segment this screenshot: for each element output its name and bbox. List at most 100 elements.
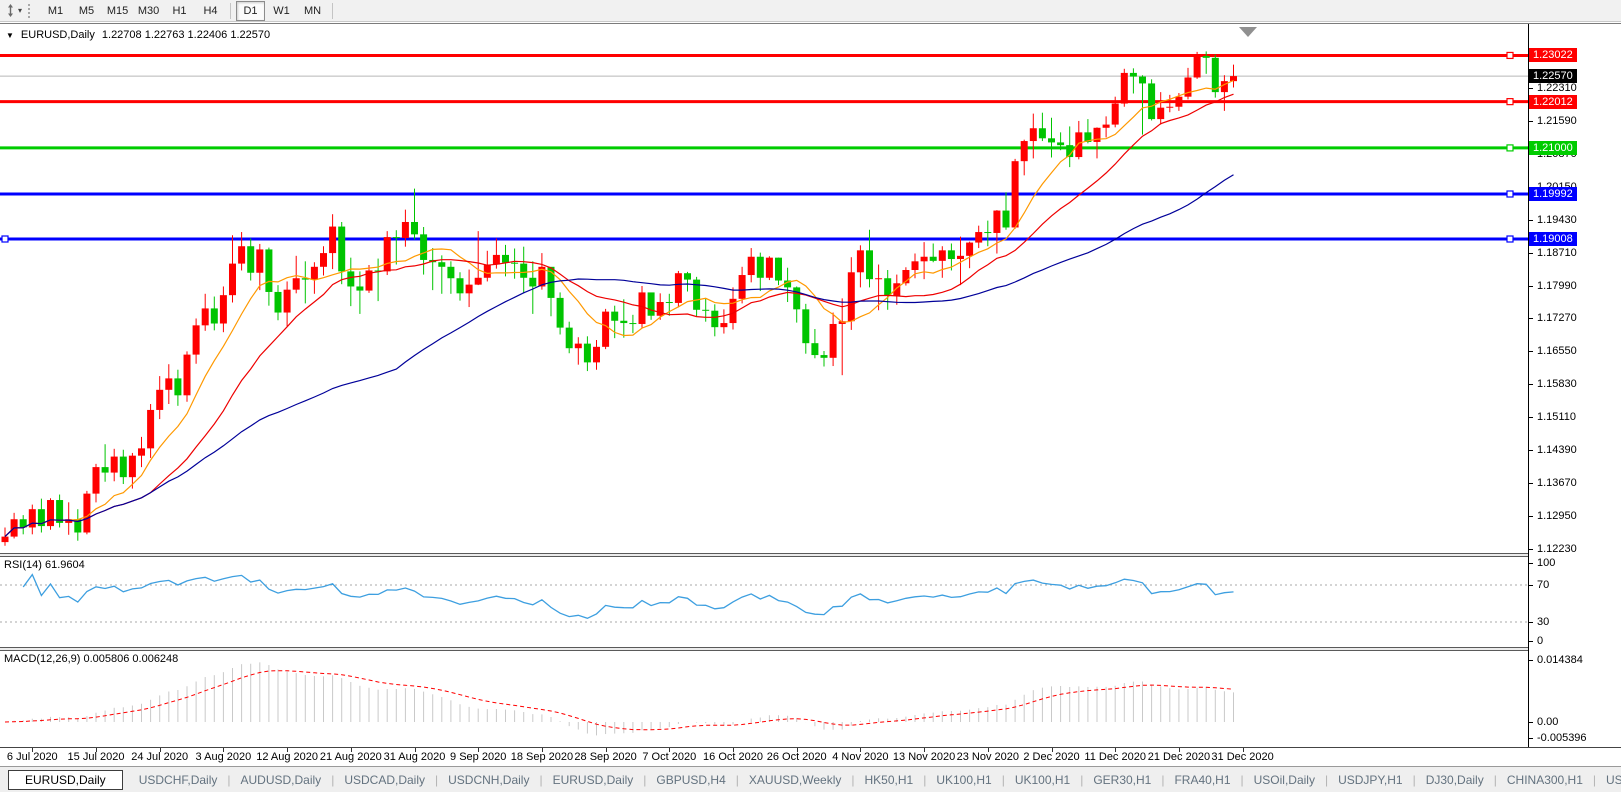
- date-tick-label: 24 Jul 2020: [131, 751, 189, 763]
- panel-bottom-border: [0, 747, 1621, 748]
- tab-ger30-h1[interactable]: GER30,H1: [1093, 772, 1152, 787]
- price-tick-mark: [1529, 120, 1533, 122]
- line-handle[interactable]: [1, 235, 9, 243]
- chart-menu-icon[interactable]: ▼: [6, 30, 14, 40]
- date-tick-mark: [733, 748, 734, 752]
- tab-separator: |: [1493, 772, 1497, 787]
- tab-us[interactable]: US: [1606, 772, 1621, 787]
- toolbar-drag-handle[interactable]: [28, 3, 34, 18]
- tab-uk100-h1[interactable]: UK100,H1: [936, 772, 992, 787]
- price-axis[interactable]: 1.223101.215901.208701.201501.194301.187…: [1528, 24, 1621, 747]
- date-tick-label: 23 Nov 2020: [956, 751, 1019, 763]
- price-tick-mark: [1529, 516, 1533, 518]
- date-tick-mark: [32, 748, 34, 752]
- macd-tick-label: 0.00: [1537, 716, 1559, 728]
- price-tick-mark: [1529, 417, 1533, 419]
- macd-tick-label: 0.014384: [1537, 654, 1583, 666]
- ma-slow-line: [4, 174, 1234, 538]
- panel-splitter[interactable]: [0, 553, 1621, 557]
- timeframe-button-m15[interactable]: M15: [106, 4, 129, 17]
- date-tick-mark: [669, 748, 671, 752]
- chart-symbol-period: EURUSD,Daily: [20, 29, 95, 41]
- date-tick-label: 28 Sep 2020: [574, 751, 637, 763]
- horizontal-lines: [0, 51, 1528, 243]
- macd-indicator-label: MACD(12,26,9) 0.005806 0.006248: [4, 653, 179, 665]
- date-tick-mark: [605, 748, 607, 752]
- date-tick-label: 16 Oct 2020: [703, 751, 763, 763]
- date-tick-mark: [159, 748, 161, 752]
- date-tick-mark: [96, 748, 97, 752]
- macd-tick-mark: [1529, 722, 1533, 723]
- tab-separator: |: [539, 772, 543, 787]
- timeframe-button-m1[interactable]: M1: [47, 4, 64, 17]
- timeframe-button-h4[interactable]: H4: [203, 4, 218, 17]
- line-handle[interactable]: [1506, 235, 1514, 243]
- tab-usoil-daily[interactable]: USOil,Daily: [1253, 772, 1315, 787]
- tab-gbpusd-h4[interactable]: GBPUSD,H4: [656, 772, 726, 787]
- timeframe-toolbar: ▾ M1 M5 M15 M30 H1 H4 D1 W1 MN: [0, 0, 1621, 22]
- tab-audusd-daily[interactable]: AUDUSD,Daily: [240, 772, 322, 787]
- timeframe-button-mn[interactable]: MN: [303, 4, 322, 17]
- tab-separator: |: [1080, 772, 1084, 787]
- date-tick-label: 4 Nov 2020: [832, 751, 889, 763]
- tab-china300-h1[interactable]: CHINA300,H1: [1506, 772, 1583, 787]
- price-tick-label: 1.17990: [1537, 279, 1577, 292]
- tab-separator: |: [1324, 772, 1329, 787]
- tab-fra40-h1[interactable]: FRA40,H1: [1174, 772, 1231, 787]
- rsi-indicator-panel[interactable]: [0, 557, 1528, 647]
- main-price-chart[interactable]: [0, 24, 1528, 553]
- tab-usdjpy-h1[interactable]: USDJPY,H1: [1338, 772, 1403, 787]
- macd-indicator-panel[interactable]: [0, 651, 1528, 747]
- tab-xauusd-weekly[interactable]: XAUUSD,Weekly: [748, 772, 842, 787]
- date-tick-label: 21 Dec 2020: [1147, 751, 1211, 763]
- tab-eurusd-daily[interactable]: EURUSD,Daily: [552, 772, 634, 787]
- price-tick-label: 1.12230: [1537, 542, 1577, 555]
- rsi-tick-label: 100: [1537, 557, 1556, 569]
- cursor-tool-icon[interactable]: [2, 3, 18, 19]
- line-handle[interactable]: [1506, 98, 1514, 106]
- line-handle[interactable]: [1506, 144, 1514, 152]
- rsi-indicator-label: RSI(14) 61.9604: [4, 559, 85, 571]
- tab-dj30-daily[interactable]: DJ30,Daily: [1425, 772, 1484, 787]
- price-tick-label: 1.12950: [1537, 510, 1577, 523]
- date-tick-label: 21 Aug 2020: [319, 751, 382, 763]
- tab-eurusd-daily-active[interactable]: EURUSD,Daily: [8, 769, 123, 790]
- tab-separator: |: [851, 772, 855, 787]
- timeframe-button-m30[interactable]: M30: [137, 4, 160, 17]
- date-tick-mark: [350, 748, 352, 752]
- rsi-tick-mark: [1529, 641, 1533, 642]
- price-tick-mark: [1529, 318, 1533, 320]
- tab-separator: |: [227, 772, 231, 787]
- price-tick-label: 1.13670: [1537, 477, 1577, 490]
- macd-signal-line: [4, 670, 1234, 731]
- price-tick-mark: [1529, 483, 1533, 485]
- date-tick-mark: [478, 748, 480, 752]
- price-tick-label: 1.21590: [1537, 114, 1577, 127]
- tab-separator: |: [923, 772, 927, 787]
- price-tick-mark: [1529, 88, 1533, 89]
- timeframe-button-w1[interactable]: W1: [273, 4, 290, 17]
- date-tick-label: 31 Aug 2020: [383, 751, 446, 763]
- tab-separator: |: [1161, 772, 1165, 787]
- price-tick-mark: [1529, 285, 1533, 287]
- date-tick-mark: [1178, 748, 1180, 752]
- date-axis[interactable]: 6 Jul 2020 15 Jul 2020 24 Jul 2020 3 Aug 20…: [0, 748, 1621, 765]
- macd-tick-mark: [1529, 660, 1533, 661]
- tab-usdchf-daily[interactable]: USDCHF,Daily: [138, 772, 218, 787]
- panel-splitter[interactable]: [0, 647, 1621, 651]
- timeframe-button-m5[interactable]: M5: [78, 4, 95, 17]
- chart-shift-marker[interactable]: [1239, 27, 1257, 37]
- tab-separator: |: [1240, 772, 1244, 787]
- timeframe-button-h1[interactable]: H1: [172, 4, 187, 17]
- timeframe-button-d1[interactable]: D1: [236, 0, 266, 21]
- tab-hk50-h1[interactable]: HK50,H1: [864, 772, 914, 787]
- date-tick-mark: [1051, 748, 1053, 752]
- tab-uk100-h1[interactable]: UK100,H1: [1014, 772, 1071, 787]
- line-handle[interactable]: [1506, 51, 1514, 60]
- tab-usdcad-daily[interactable]: USDCAD,Daily: [344, 772, 425, 787]
- macd-histogram: [13, 662, 1234, 736]
- line-handle[interactable]: [1506, 190, 1514, 198]
- dropdown-caret-icon[interactable]: ▾: [18, 6, 23, 15]
- price-tick-label: 1.16550: [1537, 345, 1577, 358]
- tab-usdcnh-daily[interactable]: USDCNH,Daily: [448, 772, 530, 787]
